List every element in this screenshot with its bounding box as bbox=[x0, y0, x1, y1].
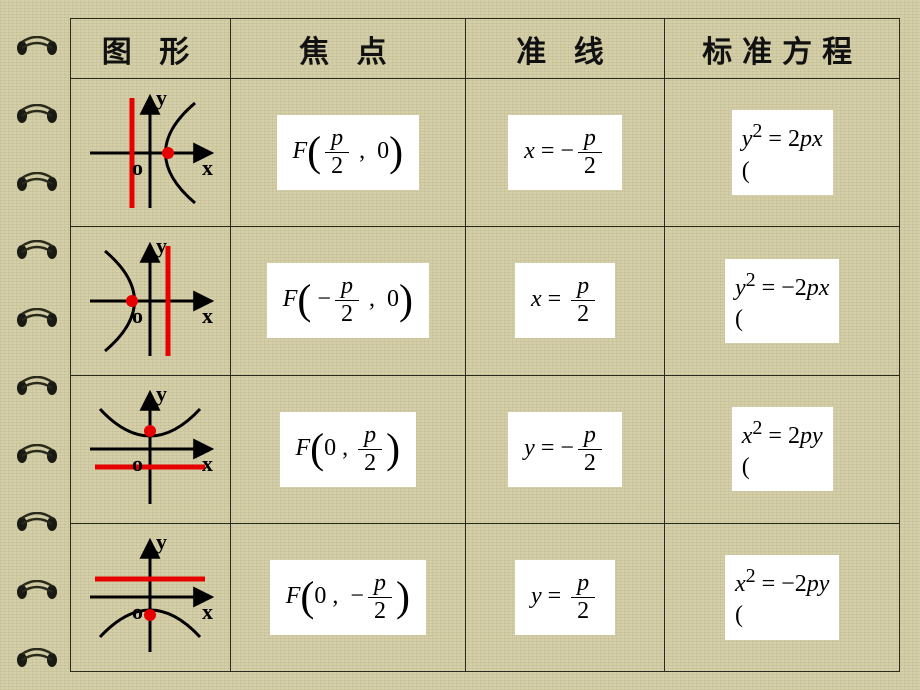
directrix-formula: y = −p2 bbox=[508, 412, 622, 487]
svg-text:o: o bbox=[132, 451, 143, 476]
table-row: y x o F(p2 , 0) x = −p2 y2 = 2px( bbox=[71, 79, 900, 227]
equation-cell: y2 = 2px( bbox=[665, 79, 900, 227]
directrix-cell: y = −p2 bbox=[465, 375, 665, 523]
notebook-spiral-binding bbox=[0, 0, 70, 690]
svg-text:o: o bbox=[132, 599, 143, 624]
header-shape: 图 形 bbox=[71, 19, 231, 79]
focus-formula: F(0 , p2) bbox=[280, 412, 417, 487]
focus-cell: F(p2 , 0) bbox=[230, 79, 465, 227]
directrix-cell: y = p2 bbox=[465, 523, 665, 671]
equation-formula: x2 = −2py( bbox=[725, 555, 839, 639]
svg-text:y: y bbox=[156, 384, 167, 406]
table-row: y x o F( −p2 , 0) x = p2 y2 = −2px( bbox=[71, 227, 900, 375]
equation-formula: y2 = 2px( bbox=[732, 110, 833, 194]
focus-cell: F( −p2 , 0) bbox=[230, 227, 465, 375]
svg-text:o: o bbox=[132, 303, 143, 328]
diagram-cell: y x o bbox=[71, 375, 231, 523]
equation-cell: x2 = −2py( bbox=[665, 523, 900, 671]
table-header-row: 图 形 焦 点 准 线 标准方程 bbox=[71, 19, 900, 79]
focus-formula: F( −p2 , 0) bbox=[267, 263, 429, 338]
header-equation: 标准方程 bbox=[665, 19, 900, 79]
svg-text:y: y bbox=[156, 532, 167, 554]
directrix-formula: x = p2 bbox=[515, 263, 615, 338]
equation-formula: x2 = 2py( bbox=[732, 407, 833, 491]
focus-formula: F(p2 , 0) bbox=[277, 115, 420, 190]
header-focus: 焦 点 bbox=[230, 19, 465, 79]
diagram-cell: y x o bbox=[71, 227, 231, 375]
svg-text:y: y bbox=[156, 236, 167, 258]
directrix-formula: x = −p2 bbox=[508, 115, 622, 190]
svg-text:x: x bbox=[202, 155, 213, 180]
diagram-cell: y x o bbox=[71, 523, 231, 671]
focus-cell: F(0 , p2) bbox=[230, 375, 465, 523]
equation-cell: y2 = −2px( bbox=[665, 227, 900, 375]
table-row: y x o F(0 , p2) y = −p2 x2 = 2py( bbox=[71, 375, 900, 523]
svg-text:x: x bbox=[202, 599, 213, 624]
svg-text:x: x bbox=[202, 451, 213, 476]
table-row: y x o F(0 , −p2) y = p2 x2 = −2py( bbox=[71, 523, 900, 671]
equation-cell: x2 = 2py( bbox=[665, 375, 900, 523]
svg-text:o: o bbox=[132, 155, 143, 180]
directrix-cell: x = −p2 bbox=[465, 79, 665, 227]
parabola-table: 图 形 焦 点 准 线 标准方程 y x o F(p2 , 0) x = −p2 y2… bbox=[70, 18, 900, 672]
focus-formula: F(0 , −p2) bbox=[270, 560, 426, 635]
focus-cell: F(0 , −p2) bbox=[230, 523, 465, 671]
svg-text:x: x bbox=[202, 303, 213, 328]
directrix-cell: x = p2 bbox=[465, 227, 665, 375]
equation-formula: y2 = −2px( bbox=[725, 259, 839, 343]
diagram-cell: y x o bbox=[71, 79, 231, 227]
svg-text:y: y bbox=[156, 88, 167, 110]
directrix-formula: y = p2 bbox=[515, 560, 615, 635]
header-directrix: 准 线 bbox=[465, 19, 665, 79]
